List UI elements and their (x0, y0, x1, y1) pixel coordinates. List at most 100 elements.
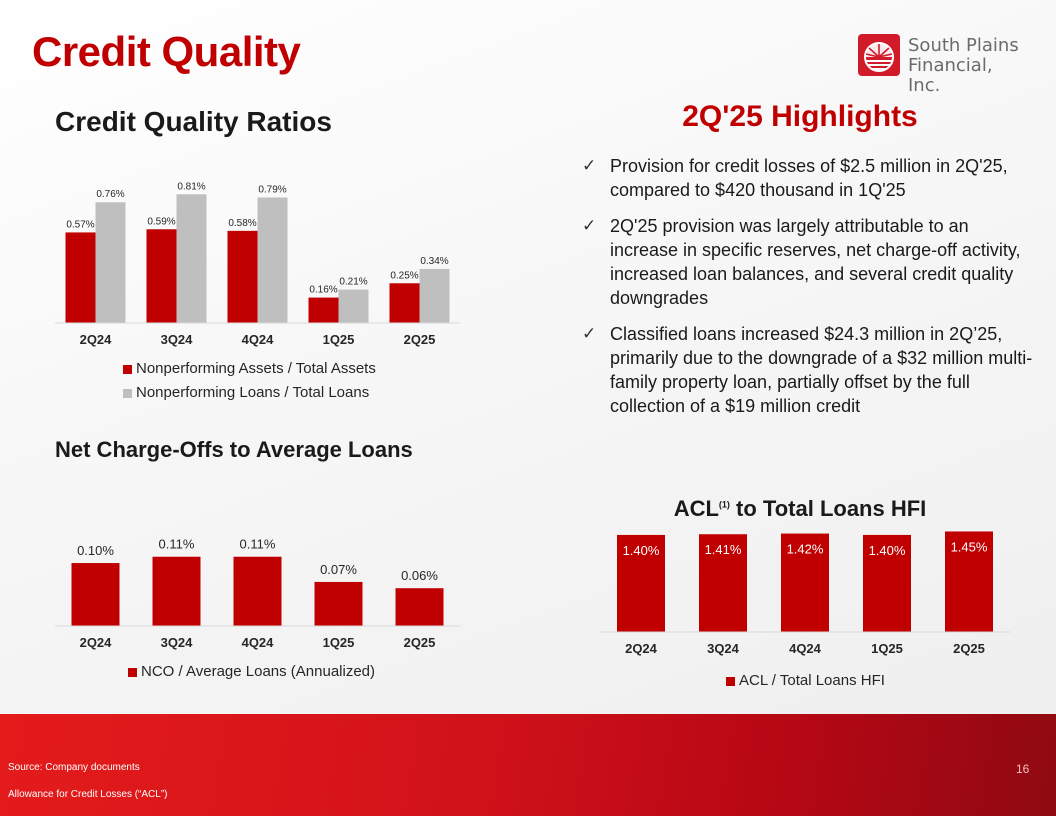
credit-quality-ratios-legend: Nonperforming Assets / Total Assets Nonpe… (123, 357, 376, 405)
bar (152, 556, 201, 626)
highlight-text: 2Q'25 provision was largely attributable… (610, 216, 1021, 308)
x-tick-label: 2Q24 (625, 641, 658, 656)
data-label: 0.76% (96, 189, 124, 200)
data-label: 0.16% (309, 285, 337, 296)
highlights-heading: 2Q'25 Highlights (682, 100, 918, 133)
data-label: 0.25% (390, 270, 418, 281)
bar (308, 297, 339, 323)
legend-entry: Nonperforming Loans / Total Loans (123, 381, 376, 405)
checkmark-icon: ✓ (582, 156, 597, 175)
acl-heading-suffix: to Total Loans HFI (729, 496, 927, 521)
acl-footnote: Allowance for Credit Losses (“ACL”) (8, 789, 168, 800)
data-label: 0.06% (401, 568, 438, 583)
data-label: 0.21% (339, 277, 367, 288)
data-label: 0.81% (177, 181, 205, 192)
data-label: 0.58% (228, 218, 256, 229)
acl-chart: 1.40% 1.41% 1.42% 1.40% 1.45% 2Q24 3Q24 4Q24 1Q2… (600, 531, 1010, 656)
x-tick-label: 2Q25 (404, 635, 436, 650)
data-label: 0.79% (258, 184, 286, 195)
acl-heading-prefix: ACL (673, 496, 719, 521)
data-label: 0.07% (320, 562, 357, 577)
x-tick-label: 4Q24 (242, 635, 275, 650)
data-label: 1.41% (705, 542, 742, 557)
bar (395, 588, 444, 626)
legend-label: Nonperforming Assets / Total Assets (136, 360, 376, 377)
x-tick-label: 2Q25 (953, 641, 985, 656)
bar (233, 556, 282, 626)
legend-entry: Nonperforming Assets / Total Assets (123, 357, 376, 381)
x-tick-label: 1Q25 (323, 332, 355, 347)
highlight-text: Provision for credit losses of $2.5 mill… (610, 156, 1008, 200)
data-label: 0.34% (420, 256, 448, 267)
bar (699, 534, 747, 632)
checkmark-icon: ✓ (582, 216, 597, 235)
legend-label: Nonperforming Loans / Total Loans (136, 384, 370, 401)
data-label: 0.57% (66, 219, 94, 230)
bar (314, 581, 363, 626)
bar (227, 230, 258, 323)
highlight-item: ✓ Classified loans increased $24.3 milli… (580, 322, 1040, 418)
bar (95, 202, 126, 323)
bar (176, 194, 207, 323)
acl-heading: ACL(1) to Total Loans HFI (600, 496, 1000, 522)
bar (146, 229, 177, 323)
highlight-text: Classified loans increased $24.3 million… (610, 324, 1033, 416)
x-tick-label: 4Q24 (242, 332, 275, 347)
highlight-item: ✓ 2Q'25 provision was largely attributab… (580, 214, 1040, 310)
data-label: 1.42% (787, 542, 824, 557)
page-number: 16 (1016, 762, 1030, 776)
acl-footnote-marker: (1) (718, 499, 730, 510)
legend-entry: ACL / Total Loans HFI (726, 669, 885, 693)
logo-mark-icon (858, 34, 900, 76)
bar (338, 289, 369, 323)
x-tick-label: 4Q24 (789, 641, 822, 656)
bar (389, 283, 420, 323)
legend-entry: NCO / Average Loans (Annualized) (128, 660, 375, 684)
highlight-item: ✓ Provision for credit losses of $2.5 mi… (580, 154, 1040, 202)
bar (65, 232, 96, 323)
x-tick-label: 3Q24 (161, 635, 194, 650)
source-note: Source: Company documents (8, 762, 140, 773)
legend-swatch (128, 667, 137, 677)
legend-label: ACL / Total Loans HFI (739, 672, 885, 689)
bar (257, 197, 288, 323)
bar (71, 563, 120, 626)
data-label: 1.45% (951, 539, 988, 554)
x-tick-label: 1Q25 (323, 635, 355, 650)
x-tick-label: 3Q24 (161, 332, 194, 347)
legend-swatch (123, 364, 132, 374)
credit-quality-ratios-chart: 0.57% 0.59% 0.58% 0.16% 0.25% 0.76% 0.81% 0.79%… (55, 181, 460, 347)
bar (863, 534, 911, 632)
x-tick-label: 2Q24 (80, 332, 113, 347)
legend-swatch (123, 388, 132, 398)
x-tick-label: 2Q25 (404, 332, 436, 347)
bar (781, 533, 829, 632)
data-label: 1.40% (869, 543, 906, 558)
legend-swatch (726, 676, 735, 686)
data-label: 0.59% (147, 216, 175, 227)
nco-heading: Net Charge-Offs to Average Loans (55, 437, 413, 462)
legend-label: NCO / Average Loans (Annualized) (141, 663, 376, 680)
x-tick-label: 3Q24 (707, 641, 740, 656)
page-title: Credit Quality (32, 28, 301, 75)
credit-quality-ratios-heading: Credit Quality Ratios (55, 106, 332, 137)
bar (945, 531, 993, 632)
x-tick-label: 2Q24 (80, 635, 113, 650)
footer-band: Source: Company documents Allowance for … (0, 714, 1056, 816)
data-label: 1.40% (623, 543, 660, 558)
nco-legend: NCO / Average Loans (Annualized) (128, 660, 375, 684)
acl-legend: ACL / Total Loans HFI (726, 669, 885, 693)
logo-line-2: Financial, Inc. (908, 55, 993, 96)
bar (617, 534, 665, 632)
data-label: 0.11% (159, 537, 195, 552)
data-label: 0.11% (240, 537, 276, 552)
nco-chart: 0.10% 0.11% 0.11% 0.07% 0.06% 2Q24 3Q24 4Q24 1Q2… (55, 537, 460, 650)
x-tick-label: 1Q25 (871, 641, 903, 656)
logo-text: South Plains Financial, Inc. (908, 36, 1028, 96)
data-label: 0.10% (77, 543, 114, 558)
bar (419, 268, 450, 323)
company-logo: South Plains Financial, Inc. (858, 32, 1028, 96)
logo-line-1: South Plains (908, 35, 1019, 56)
checkmark-icon: ✓ (582, 324, 597, 343)
highlights-list: ✓ Provision for credit losses of $2.5 mi… (580, 154, 1040, 430)
